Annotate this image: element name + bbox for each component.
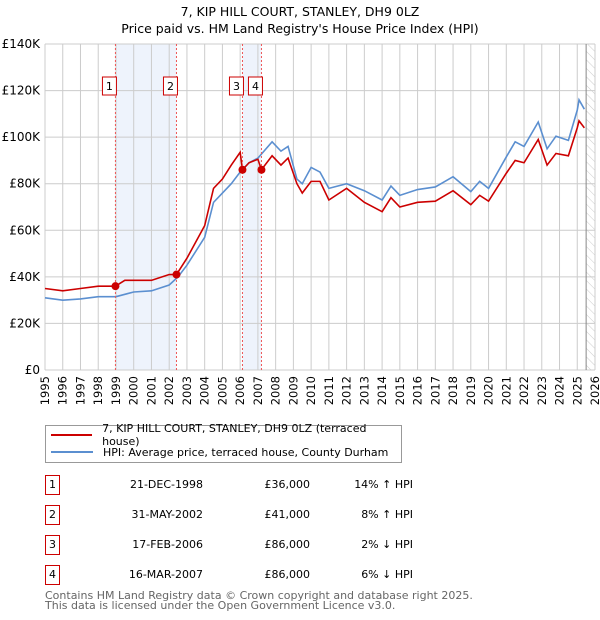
sale-label-box	[247, 76, 263, 96]
y-tick-label: £140K	[2, 37, 42, 51]
sale-date: 31-MAY-2002	[131, 508, 203, 521]
legend-item-hpi: HPI: Average price, terraced house, Coun…	[51, 444, 388, 460]
sale-row: 1 21-DEC-1998 £36,000 14% ↑ HPI	[45, 475, 425, 495]
sale-period-shade	[242, 44, 262, 370]
sale-label: 1	[106, 80, 113, 93]
sale-price: £36,000	[264, 478, 311, 491]
legend: 7, KIP HILL COURT, STANLEY, DH9 0LZ (ter…	[45, 422, 402, 463]
x-tick-label: 2001	[144, 376, 158, 405]
sale-date: 21-DEC-1998	[129, 478, 203, 491]
x-tick-label: 2003	[180, 376, 194, 405]
x-tick-label: 2021	[499, 376, 513, 405]
x-tick-label: 1996	[56, 376, 70, 405]
hpi-line	[44, 97, 586, 301]
x-tick-label: 2025	[570, 376, 584, 405]
sale-period-shade	[115, 44, 177, 370]
sale-hpi: 2% ↓ HPI	[361, 538, 413, 551]
footer-line: This data is licensed under the Open Gov…	[45, 599, 396, 612]
sale-price: £86,000	[264, 568, 311, 581]
sale-marker: 2	[45, 505, 60, 525]
sale-label-box	[228, 76, 244, 96]
sale-hpi: 14% ↑ HPI	[354, 478, 413, 491]
x-tick-label: 2014	[375, 376, 389, 405]
x-tick-label: 1998	[91, 376, 105, 405]
sale-marker: 1	[45, 475, 60, 495]
sale-hpi: 6% ↓ HPI	[361, 568, 413, 581]
y-tick-label: £60K	[9, 223, 41, 237]
x-tick-label: 2024	[553, 376, 567, 405]
sale-point	[238, 165, 247, 174]
x-tick-label: 2022	[517, 376, 531, 405]
sale-label: 2	[167, 80, 174, 93]
sale-marker: 4	[45, 565, 60, 585]
x-tick-label: 2023	[535, 376, 549, 405]
sale-marker: 3	[45, 535, 60, 555]
x-tick-label: 2013	[357, 376, 371, 405]
x-tick-label: 1995	[38, 376, 52, 405]
x-tick-label: 2015	[393, 376, 407, 405]
sale-point	[257, 165, 266, 174]
y-tick-label: £100K	[2, 130, 42, 144]
sale-price: £86,000	[264, 538, 311, 551]
x-tick-label: 1999	[109, 376, 123, 405]
sale-label-box	[101, 76, 117, 96]
chart-subtitle: Price paid vs. HM Land Registry's House …	[121, 21, 479, 36]
x-tick-label: 2016	[411, 376, 425, 405]
y-tick-label: £80K	[9, 177, 41, 191]
x-tick-label: 2009	[286, 376, 300, 405]
x-tick-label: 2006	[233, 376, 247, 405]
x-tick-label: 2011	[322, 376, 336, 405]
x-tick-label: 2012	[340, 376, 354, 405]
legend-label: HPI: Average price, terraced house, Coun…	[103, 445, 389, 459]
x-tick-label: 2008	[269, 376, 283, 405]
sale-point	[111, 282, 120, 291]
sale-label-box	[162, 76, 178, 96]
price-chart: 1 2 3 4 £0 £20K £40K £60K £80K £100K £120K £140K 199…	[2, 37, 600, 405]
x-tick-label: 2026	[588, 376, 600, 405]
y-tick-label: £120K	[2, 84, 42, 98]
sale-date: 16-MAR-2007	[128, 568, 203, 581]
sale-label: 4	[252, 80, 259, 93]
x-tick-label: 2010	[304, 376, 318, 405]
x-tick-label: 2002	[162, 376, 176, 405]
y-tick-label: £0	[25, 363, 40, 377]
legend-item-property: 7, KIP HILL COURT, STANLEY, DH9 0LZ (ter…	[51, 422, 401, 448]
sale-row: 4 16-MAR-2007 £86,000 6% ↓ HPI	[45, 565, 425, 585]
footer: Contains HM Land Registry data © Crown c…	[45, 589, 473, 612]
legend-label: 7, KIP HILL COURT, STANLEY, DH9 0LZ (ter…	[102, 422, 367, 448]
sale-price: £41,000	[264, 508, 311, 521]
x-tick-label: 1997	[73, 376, 87, 405]
x-tick-label: 2000	[127, 376, 141, 405]
x-tick-label: 2019	[464, 376, 478, 405]
x-tick-label: 2018	[446, 376, 460, 405]
x-tick-label: 2007	[251, 376, 265, 405]
sale-label: 3	[233, 80, 240, 93]
sale-hpi: 8% ↑ HPI	[361, 508, 413, 521]
x-tick-label: 2020	[482, 376, 496, 405]
x-tick-label: 2004	[198, 376, 212, 405]
forecast-hatch	[586, 44, 595, 370]
footer-line: Contains HM Land Registry data © Crown c…	[45, 589, 473, 602]
sale-row: 3 17-FEB-2006 £86,000 2% ↓ HPI	[45, 535, 425, 555]
sale-row: 2 31-MAY-2002 £41,000 8% ↑ HPI	[45, 505, 425, 525]
property-price-line	[44, 119, 585, 292]
sale-point	[172, 270, 181, 279]
chart-title: 7, KIP HILL COURT, STANLEY, DH9 0LZ	[180, 4, 420, 19]
x-tick-label: 2005	[215, 376, 229, 405]
sale-date: 17-FEB-2006	[132, 538, 203, 551]
y-tick-label: £20K	[9, 316, 41, 330]
y-tick-label: £40K	[9, 270, 41, 284]
x-tick-label: 2017	[428, 376, 442, 405]
